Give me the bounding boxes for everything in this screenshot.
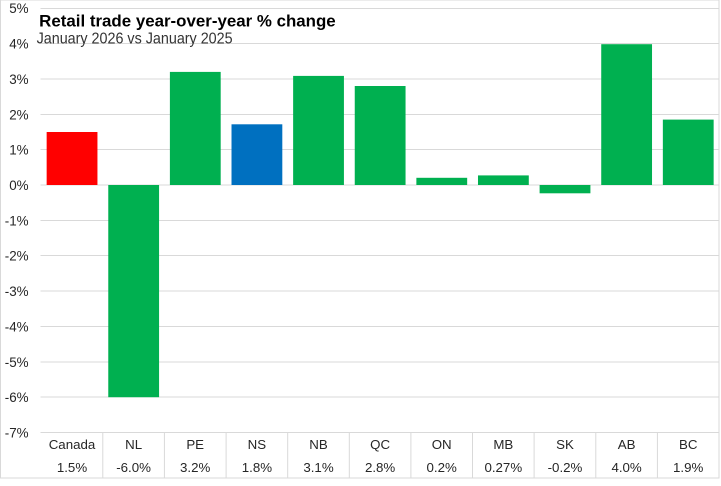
svg-text:1%: 1% [9, 143, 28, 158]
svg-text:-4%: -4% [5, 319, 29, 334]
svg-text:0.27%: 0.27% [484, 460, 522, 475]
svg-text:3%: 3% [9, 72, 28, 87]
svg-text:-6.0%: -6.0% [116, 460, 151, 475]
svg-text:3.1%: 3.1% [303, 460, 333, 475]
svg-text:-1%: -1% [5, 213, 29, 228]
svg-text:-2%: -2% [5, 249, 29, 264]
svg-text:-6%: -6% [5, 390, 29, 405]
svg-text:-5%: -5% [5, 355, 29, 370]
svg-text:4.0%: 4.0% [611, 460, 641, 475]
svg-text:-7%: -7% [5, 426, 29, 441]
svg-text:PE: PE [186, 437, 204, 452]
svg-text:-0.2%: -0.2% [548, 460, 583, 475]
svg-text:3.2%: 3.2% [180, 460, 210, 475]
svg-text:1.8%: 1.8% [242, 460, 272, 475]
svg-text:2%: 2% [9, 107, 28, 122]
svg-text:NB: NB [309, 437, 328, 452]
svg-text:Retail trade year-over-year %: Retail trade year-over-year % change [39, 12, 336, 30]
svg-text:SK: SK [556, 437, 574, 452]
svg-text:2.8%: 2.8% [365, 460, 395, 475]
svg-text:QC: QC [370, 437, 390, 452]
svg-text:Canada: Canada [49, 437, 96, 452]
svg-text:ON: ON [432, 437, 452, 452]
svg-text:-3%: -3% [5, 284, 29, 299]
svg-text:AB: AB [618, 437, 636, 452]
svg-text:MB: MB [493, 437, 513, 452]
svg-text:0.2%: 0.2% [427, 460, 457, 475]
svg-text:5%: 5% [9, 1, 28, 16]
svg-text:BC: BC [679, 437, 698, 452]
svg-text:1.5%: 1.5% [57, 460, 87, 475]
svg-text:NL: NL [125, 437, 142, 452]
svg-text:0%: 0% [9, 178, 28, 193]
svg-text:NS: NS [248, 437, 267, 452]
svg-text:January 2026 vs January 2025: January 2026 vs January 2025 [37, 31, 233, 48]
svg-text:4%: 4% [9, 37, 28, 52]
svg-text:1.9%: 1.9% [673, 460, 703, 475]
